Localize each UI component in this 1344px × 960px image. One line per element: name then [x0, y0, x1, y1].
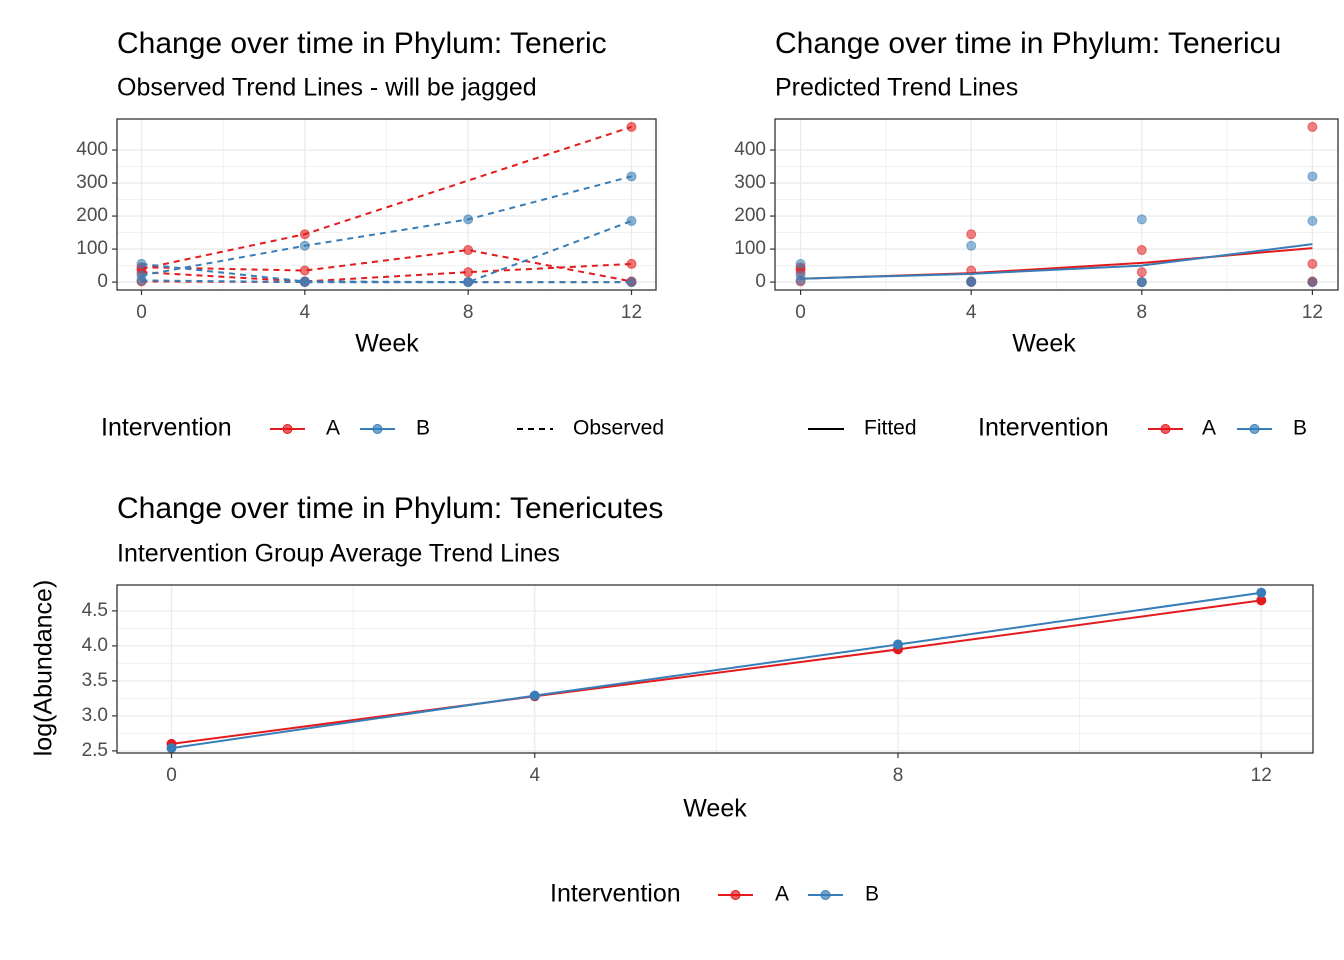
- y-tick-label: 0: [755, 271, 766, 292]
- x-tick-label: 0: [136, 302, 147, 323]
- legend-title: Intervention: [550, 880, 681, 908]
- point: [1256, 587, 1267, 598]
- point: [463, 245, 474, 256]
- y-tick-label: 2.5: [82, 740, 108, 761]
- legend-key: [730, 890, 741, 900]
- point: [299, 240, 310, 251]
- point: [1307, 277, 1318, 288]
- point: [626, 216, 637, 227]
- point: [1136, 277, 1147, 288]
- x-tick-label: 0: [166, 765, 177, 786]
- average-line: [171, 599, 1262, 745]
- chart-title: Change over time in Phylum: Teneric: [117, 27, 607, 60]
- fitted-line: [800, 243, 1313, 280]
- x-tick-label: 0: [795, 302, 806, 323]
- legend-key: [372, 424, 383, 434]
- point: [966, 240, 977, 251]
- point: [299, 265, 310, 276]
- point: [136, 275, 147, 286]
- y-tick-label: 300: [76, 172, 108, 193]
- x-tick-label: 4: [529, 765, 540, 786]
- point: [626, 171, 637, 182]
- point: [626, 258, 637, 269]
- legend-key: [820, 890, 831, 900]
- point: [136, 258, 147, 269]
- y-tick-label: 4.0: [82, 635, 108, 656]
- chart-subtitle: Predicted Trend Lines: [775, 74, 1018, 102]
- legend-label: B: [865, 883, 879, 906]
- point: [299, 229, 310, 240]
- x-tick-label: 4: [300, 302, 311, 323]
- chart-title: Change over time in Phylum: Tenericutes: [117, 492, 663, 525]
- point: [892, 639, 903, 650]
- point: [463, 277, 474, 288]
- point: [529, 690, 540, 701]
- y-tick-label: 200: [734, 205, 766, 226]
- panel-border: [116, 118, 657, 291]
- panel-border: [116, 584, 1314, 754]
- x-tick-label: 12: [621, 302, 642, 323]
- point: [299, 277, 310, 288]
- y-tick-label: 0: [97, 271, 108, 292]
- point: [795, 275, 806, 286]
- y-tick-label: 200: [76, 205, 108, 226]
- point: [1307, 258, 1318, 269]
- legend-label: A: [326, 417, 340, 440]
- point: [166, 743, 177, 754]
- point: [463, 214, 474, 225]
- y-tick-label: 400: [76, 139, 108, 160]
- x-tick-label: 8: [1137, 302, 1148, 323]
- y-tick-label: 4.5: [82, 600, 108, 621]
- point: [626, 277, 637, 288]
- legend-label: A: [775, 883, 789, 906]
- point: [1136, 214, 1147, 225]
- y-tick-label: 3.0: [82, 705, 108, 726]
- x-axis-title: Week: [355, 330, 419, 358]
- y-tick-label: 100: [76, 238, 108, 259]
- y-tick-label: 3.5: [82, 670, 108, 691]
- legend-label: Observed: [573, 417, 664, 440]
- legend-title: Intervention: [101, 414, 232, 442]
- x-tick-label: 12: [1251, 765, 1272, 786]
- point: [1307, 121, 1318, 132]
- x-axis-title: Week: [1012, 330, 1076, 358]
- x-tick-label: 8: [463, 302, 474, 323]
- trend-line: [141, 279, 632, 284]
- point: [966, 277, 977, 288]
- point: [463, 267, 474, 278]
- chart-subtitle: Observed Trend Lines - will be jagged: [117, 74, 537, 102]
- y-tick-label: 100: [734, 238, 766, 259]
- legend-label: B: [1293, 417, 1307, 440]
- legend-key: [282, 424, 293, 434]
- chart-subtitle: Intervention Group Average Trend Lines: [117, 540, 560, 568]
- x-tick-label: 4: [966, 302, 977, 323]
- legend-label: Fitted: [864, 417, 917, 440]
- y-tick-label: 300: [734, 172, 766, 193]
- x-tick-label: 12: [1302, 302, 1323, 323]
- point: [626, 121, 637, 132]
- legend-key: [1249, 424, 1260, 434]
- point: [1307, 216, 1318, 227]
- panel-border: [774, 118, 1339, 291]
- point: [1136, 267, 1147, 278]
- point: [1307, 171, 1318, 182]
- chart-title: Change over time in Phylum: Tenericu: [775, 27, 1281, 60]
- trend-line: [141, 249, 632, 283]
- legend-label: A: [1202, 417, 1216, 440]
- legend-title: Intervention: [978, 414, 1109, 442]
- point: [966, 229, 977, 240]
- trend-line: [141, 262, 632, 283]
- y-tick-label: 400: [734, 139, 766, 160]
- x-tick-label: 8: [893, 765, 904, 786]
- legend-key: [1160, 424, 1171, 434]
- point: [1136, 245, 1147, 256]
- average-line: [171, 591, 1262, 750]
- legend-label: B: [416, 417, 430, 440]
- y-axis-title: log(Abundance): [30, 580, 58, 757]
- point: [795, 258, 806, 269]
- x-axis-title: Week: [683, 795, 747, 823]
